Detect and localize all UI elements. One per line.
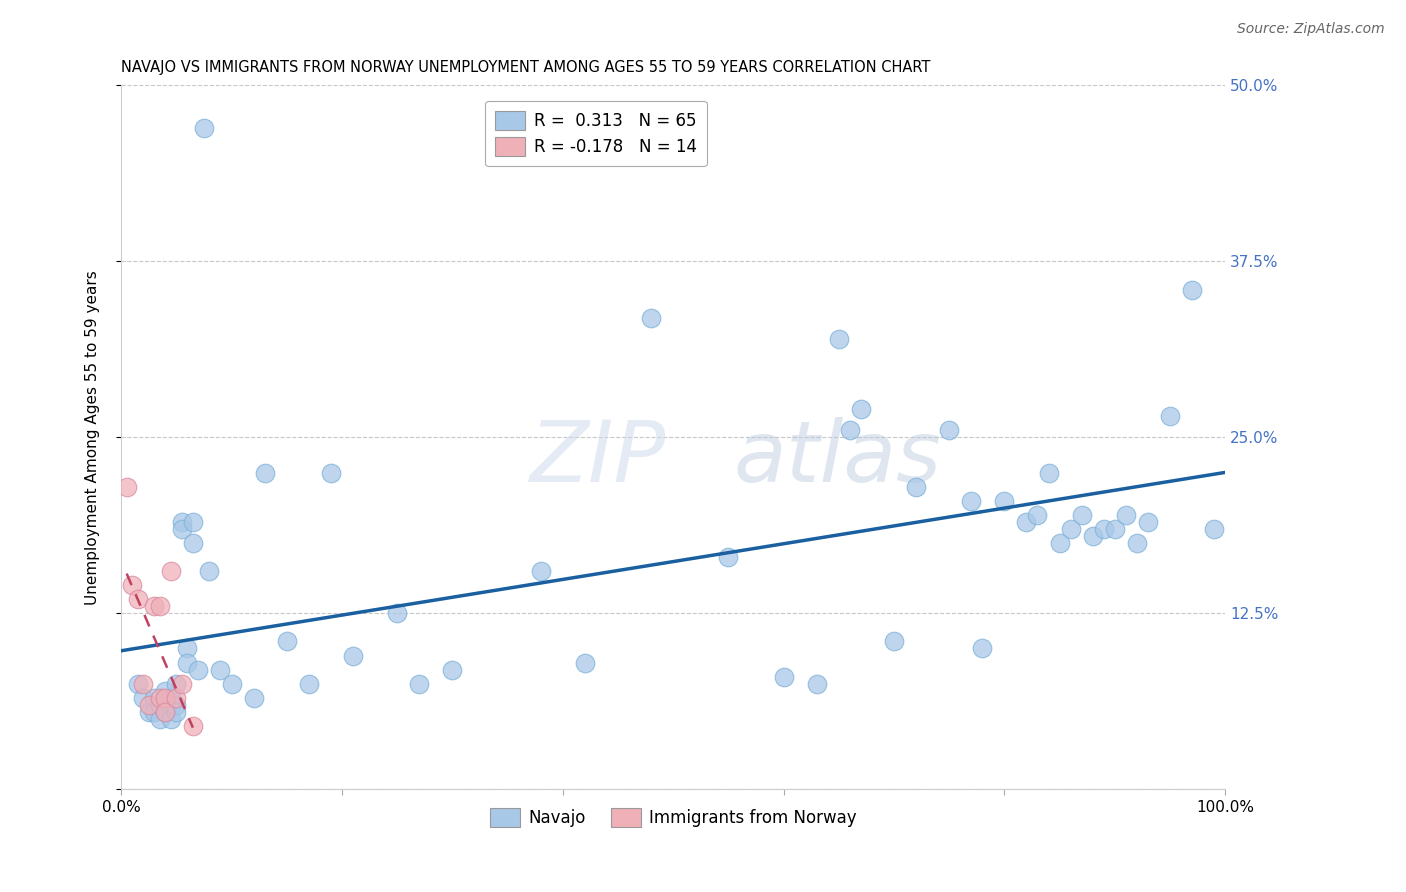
Point	[828, 332, 851, 346]
Point	[155, 683, 177, 698]
Point	[883, 634, 905, 648]
Point	[176, 656, 198, 670]
Point	[165, 676, 187, 690]
Point	[176, 641, 198, 656]
Point	[1136, 515, 1159, 529]
Point	[170, 676, 193, 690]
Point	[159, 712, 181, 726]
Point	[253, 466, 276, 480]
Legend: Navajo, Immigrants from Norway: Navajo, Immigrants from Norway	[484, 801, 863, 834]
Point	[1159, 409, 1181, 424]
Point	[319, 466, 342, 480]
Point	[574, 656, 596, 670]
Text: atlas: atlas	[734, 417, 942, 500]
Point	[276, 634, 298, 648]
Point	[1081, 529, 1104, 543]
Point	[115, 480, 138, 494]
Point	[155, 705, 177, 719]
Point	[905, 480, 928, 494]
Point	[838, 423, 860, 437]
Point	[1038, 466, 1060, 480]
Y-axis label: Unemployment Among Ages 55 to 59 years: Unemployment Among Ages 55 to 59 years	[86, 270, 100, 605]
Point	[1070, 508, 1092, 522]
Point	[149, 599, 172, 614]
Point	[385, 607, 408, 621]
Point	[132, 676, 155, 690]
Point	[849, 402, 872, 417]
Point	[1126, 536, 1149, 550]
Point	[187, 663, 209, 677]
Point	[1015, 515, 1038, 529]
Point	[772, 670, 794, 684]
Point	[193, 120, 215, 135]
Point	[143, 705, 166, 719]
Point	[1049, 536, 1071, 550]
Point	[181, 536, 204, 550]
Point	[138, 705, 160, 719]
Point	[138, 698, 160, 712]
Point	[1204, 522, 1226, 536]
Point	[198, 564, 221, 578]
Point	[127, 592, 149, 607]
Point	[127, 676, 149, 690]
Point	[165, 705, 187, 719]
Text: ZIP: ZIP	[530, 417, 666, 500]
Point	[121, 578, 143, 592]
Point	[1115, 508, 1137, 522]
Point	[938, 423, 960, 437]
Point	[149, 698, 172, 712]
Point	[155, 705, 177, 719]
Point	[530, 564, 553, 578]
Point	[1092, 522, 1115, 536]
Point	[159, 564, 181, 578]
Point	[209, 663, 232, 677]
Point	[972, 641, 994, 656]
Point	[1059, 522, 1081, 536]
Text: Source: ZipAtlas.com: Source: ZipAtlas.com	[1237, 22, 1385, 37]
Point	[993, 493, 1015, 508]
Text: NAVAJO VS IMMIGRANTS FROM NORWAY UNEMPLOYMENT AMONG AGES 55 TO 59 YEARS CORRELAT: NAVAJO VS IMMIGRANTS FROM NORWAY UNEMPLO…	[121, 60, 931, 75]
Point	[149, 690, 172, 705]
Point	[149, 712, 172, 726]
Point	[298, 676, 321, 690]
Point	[221, 676, 243, 690]
Point	[242, 690, 264, 705]
Point	[165, 698, 187, 712]
Point	[717, 549, 740, 564]
Point	[1026, 508, 1049, 522]
Point	[640, 310, 662, 325]
Point	[342, 648, 364, 663]
Point	[132, 690, 155, 705]
Point	[170, 515, 193, 529]
Point	[806, 676, 828, 690]
Point	[1104, 522, 1126, 536]
Point	[155, 690, 177, 705]
Point	[181, 719, 204, 733]
Point	[170, 522, 193, 536]
Point	[143, 599, 166, 614]
Point	[441, 663, 464, 677]
Point	[181, 515, 204, 529]
Point	[159, 698, 181, 712]
Point	[408, 676, 430, 690]
Point	[159, 690, 181, 705]
Point	[165, 690, 187, 705]
Point	[960, 493, 983, 508]
Point	[143, 690, 166, 705]
Point	[1181, 283, 1204, 297]
